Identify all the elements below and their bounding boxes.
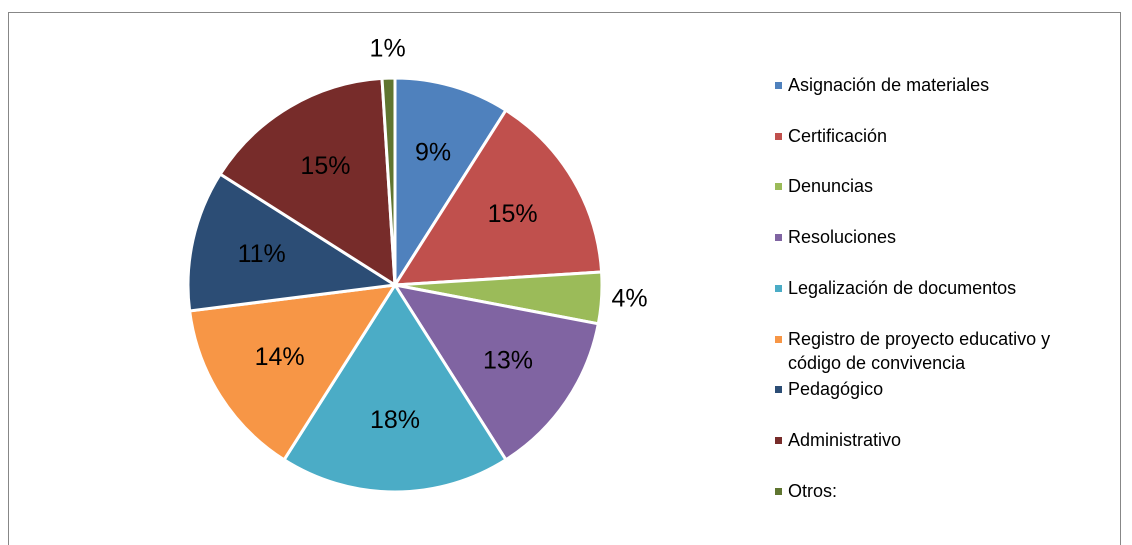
pie-slice (393, 76, 508, 291)
pie-slice (392, 108, 604, 287)
legend-item: Registro de proyecto educativo y código … (775, 327, 1105, 375)
data-label: 18% (370, 406, 420, 434)
data-label: 9% (415, 138, 451, 166)
data-label: 4% (611, 284, 647, 312)
legend-swatch (775, 183, 782, 191)
pie-slice (186, 172, 400, 313)
legend-label: Asignación de materiales (788, 75, 990, 95)
legend-item: Denuncias (775, 174, 1105, 198)
data-label: 1% (370, 35, 406, 63)
legend-label: Administrativo (788, 429, 902, 450)
legend-swatch (775, 82, 782, 89)
legend-item: Asignación de materiales (775, 73, 1105, 97)
legend-item: Pedagógico (775, 377, 1105, 401)
legend-swatch (775, 487, 782, 495)
pie-slice (218, 76, 397, 288)
legend-swatch (775, 436, 782, 444)
chart-frame (8, 12, 1121, 545)
pie-slice (391, 282, 601, 462)
legend-item: Resoluciones (775, 225, 1105, 249)
data-label: 15% (300, 152, 350, 180)
legend-item: Administrativo (775, 428, 1105, 452)
legend-label: Resoluciones (788, 227, 897, 248)
legend-label: Pedagógico (788, 379, 884, 400)
data-label: 13% (483, 346, 533, 374)
legend-label: Denuncias (788, 176, 874, 197)
legend-swatch (775, 335, 782, 343)
pie-slice (187, 283, 398, 462)
pie-slice (282, 282, 508, 494)
legend-item: Certificación (775, 124, 1105, 148)
legend-swatch (775, 386, 782, 394)
legend-swatch (775, 284, 782, 292)
legend-swatch (775, 132, 782, 140)
legend-label: Certificación (788, 125, 888, 146)
legend-item: Legalización de documentos (775, 276, 1105, 300)
legend-swatch (775, 234, 782, 242)
pie-slice (380, 76, 397, 286)
legend-label: Otros: (788, 480, 838, 501)
data-label: 14% (255, 343, 305, 371)
legend-label: Registro de proyecto educativo y código … (788, 328, 1051, 373)
legend-item: Otros: (775, 479, 1105, 503)
data-label: 11% (238, 240, 286, 268)
data-label: 15% (488, 200, 538, 228)
legend-label: Legalización de documentos (788, 277, 1017, 298)
